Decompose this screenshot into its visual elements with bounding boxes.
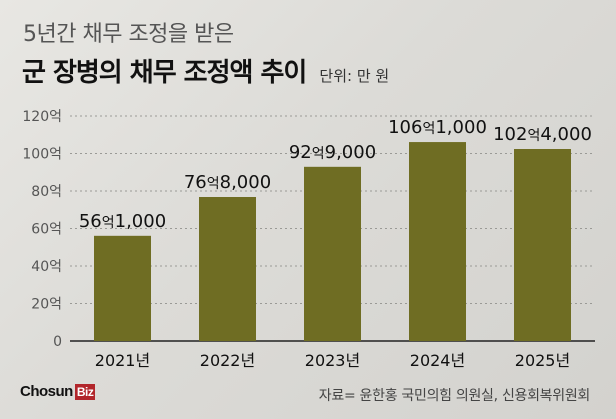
- x-tick-label: 2023년: [305, 351, 360, 370]
- bar: [94, 235, 151, 341]
- logo-text: Chosun: [20, 383, 73, 400]
- y-tick-label: 100억: [22, 147, 62, 163]
- data-label: 56억1,000: [79, 211, 166, 232]
- data-label: 92억9,000: [289, 142, 376, 163]
- bar: [304, 166, 361, 341]
- y-tick-label: 60억: [31, 222, 62, 238]
- bar: [199, 197, 256, 341]
- y-tick-label: 120억: [22, 109, 62, 125]
- y-tick-label: 0: [53, 334, 62, 350]
- y-tick-label: 40억: [31, 259, 62, 275]
- y-tick-label: 20억: [31, 297, 62, 313]
- chart-subtitle: 5년간 채무 조정을 받은: [23, 22, 234, 47]
- x-tick-label: 2021년: [95, 351, 150, 370]
- data-label: 76억8,000: [184, 172, 271, 193]
- title-row: 군 장병의 채무 조정액 추이 단위: 만 원: [22, 52, 389, 89]
- chosunbiz-logo: Chosun Biz: [20, 383, 96, 400]
- y-tick-label: 80억: [31, 184, 62, 200]
- logo-badge: Biz: [74, 384, 96, 400]
- data-label: 106억1,000: [388, 117, 487, 138]
- bar: [514, 149, 571, 341]
- x-tick-label: 2022년: [200, 351, 255, 370]
- x-tick-label: 2024년: [410, 351, 465, 370]
- unit-label: 단위: 만 원: [319, 67, 390, 85]
- data-label: 102억4,000: [493, 124, 592, 145]
- x-tick-label: 2025년: [515, 351, 570, 370]
- chart-title: 군 장병의 채무 조정액 추이: [22, 58, 307, 88]
- bar: [409, 142, 466, 341]
- source-note: 자료= 윤한홍 국민의힘 의원실, 신용회복위원회: [318, 388, 591, 404]
